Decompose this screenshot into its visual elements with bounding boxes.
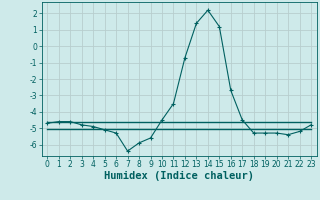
X-axis label: Humidex (Indice chaleur): Humidex (Indice chaleur) — [104, 171, 254, 181]
